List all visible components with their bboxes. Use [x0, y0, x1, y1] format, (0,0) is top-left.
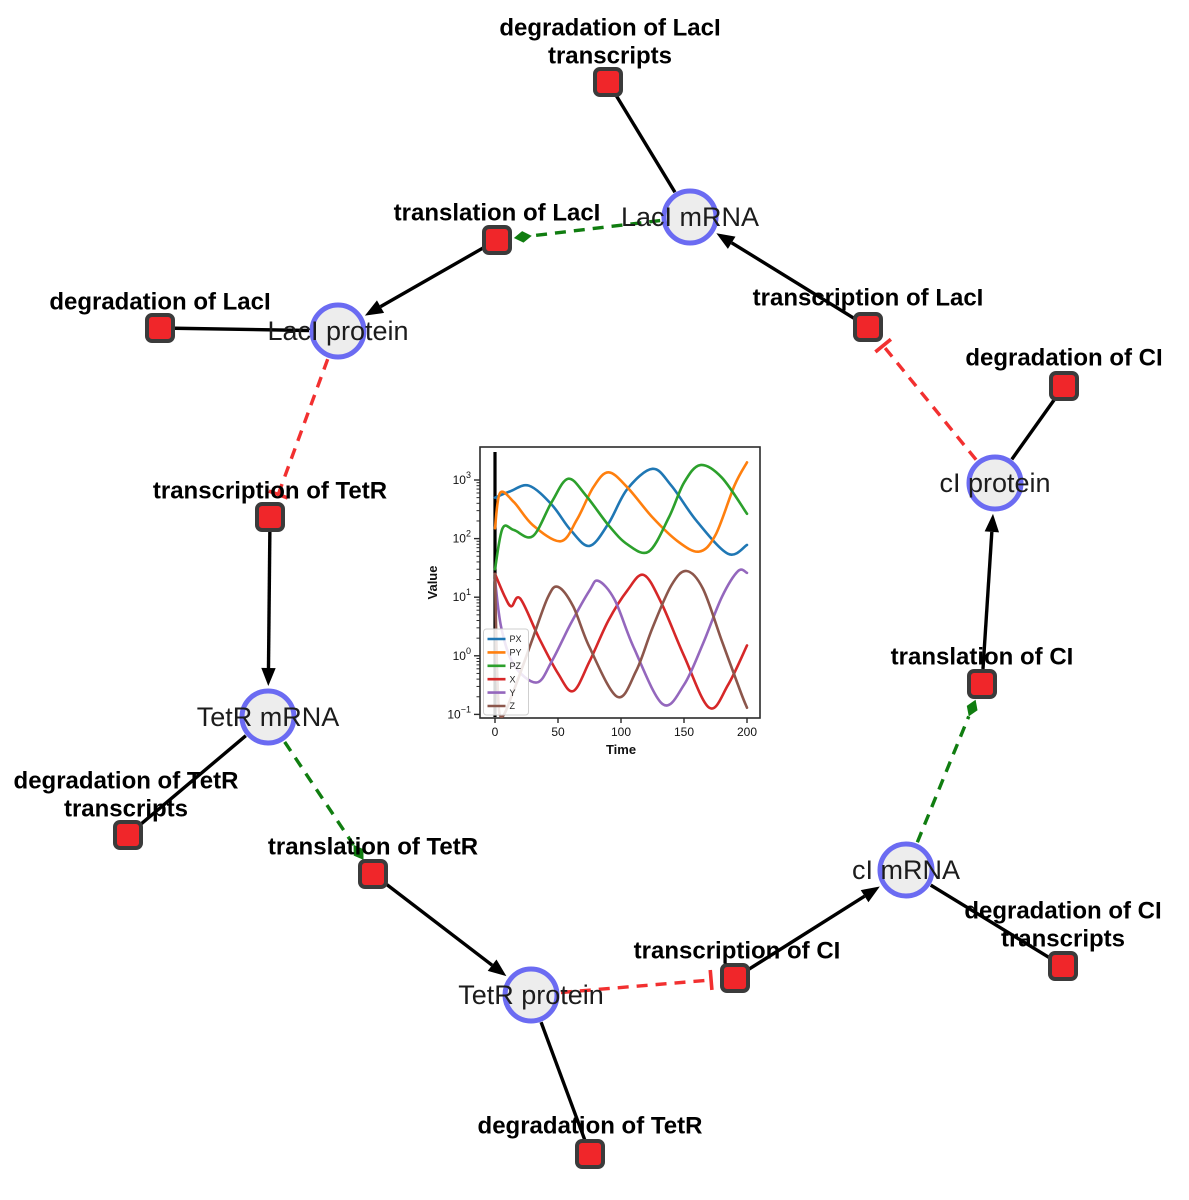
edge-line-deg-laci-transcripts-to-laci-mrna	[614, 93, 677, 194]
species-node-laci-protein	[309, 302, 367, 360]
reaction-label-deg-laci: degradation of LacI	[49, 289, 270, 316]
edge-arrow-transcription-ci-to-ci-mrna	[746, 886, 880, 972]
edge-line-deg-tetr-to-tetr-protein	[539, 1021, 587, 1141]
edge-inhibition-tetr-protein-to-transcription-ci	[560, 969, 714, 995]
reaction-label-deg-tetr: degradation of TetR	[478, 1113, 703, 1140]
species-label-laci-mrna: LacI mRNA	[621, 202, 759, 232]
x-tick-label-100: 100	[611, 725, 631, 739]
labels-layer: LacI mRNA LacI protein TetR mRNA TetR prote…	[14, 15, 1163, 1140]
reaction-label-deg-tetr-transcripts-line1: degradation of TetR	[14, 768, 239, 795]
reaction-label-deg-laci-transcripts-line1: degradation of LacI	[499, 15, 720, 42]
edge-arrow-transcription-tetr-to-tetr-mrna	[261, 531, 276, 687]
reaction-node-translation-tetr	[358, 859, 388, 889]
reaction-label-transcription-tetr: transcription of TetR	[153, 478, 387, 505]
y-tick-label-1e-1: 10−1	[447, 704, 471, 721]
reaction-label-deg-laci-transcripts-line2: transcripts	[548, 43, 672, 70]
species-label-tetr-mrna: TetR mRNA	[197, 702, 340, 732]
edge-arrow-translation-laci-to-laci-protein	[364, 245, 485, 316]
species-label-tetr-protein: TetR protein	[458, 980, 604, 1010]
nodes-layer	[113, 67, 1079, 1169]
reaction-label-deg-ci-transcripts-line2: transcripts	[1001, 926, 1125, 953]
y-axis-title: Value	[425, 566, 440, 600]
reaction-label-transcription-laci: transcription of LacI	[753, 285, 984, 312]
legend-label-PZ: PZ	[510, 661, 522, 671]
legend-label-X: X	[510, 674, 516, 684]
reaction-node-transcription-ci	[720, 963, 750, 993]
edge-line-deg-laci-to-laci-protein	[174, 326, 310, 333]
edge-modifier-ci-mrna-to-translation-ci	[915, 699, 978, 843]
reaction-node-deg-ci-transcripts	[1048, 951, 1078, 981]
reaction-node-deg-ci	[1049, 371, 1079, 401]
species-node-ci-mrna	[877, 841, 935, 899]
reaction-label-transcription-ci: transcription of CI	[634, 938, 841, 965]
reaction-node-transcription-laci	[853, 312, 883, 342]
species-label-laci-protein: LacI protein	[267, 316, 408, 346]
chart-legend-box	[483, 628, 529, 716]
reaction-label-deg-ci: degradation of CI	[965, 345, 1162, 372]
reaction-label-translation-tetr: translation of TetR	[268, 834, 478, 861]
species-label-ci-mrna: cI mRNA	[852, 855, 960, 885]
reaction-node-deg-laci-transcripts	[593, 67, 623, 97]
edge-modifier-laci-mrna-to-translation-laci	[513, 218, 661, 243]
legend-label-Y: Y	[510, 688, 516, 698]
edge-line-deg-tetr-transcripts-to-tetr-mrna	[138, 734, 247, 827]
chart-series-PZ	[493, 463, 749, 571]
reaction-label-translation-ci: translation of CI	[891, 644, 1074, 671]
legend-label-PY: PY	[510, 648, 522, 658]
reaction-node-translation-laci	[482, 225, 512, 255]
x-tick-label-200: 200	[737, 725, 757, 739]
species-label-ci-protein: cI protein	[939, 468, 1050, 498]
reaction-label-translation-laci: translation of LacI	[394, 200, 601, 227]
species-node-laci-mrna	[661, 188, 719, 246]
reaction-node-transcription-tetr	[255, 502, 285, 532]
x-tick-label-0: 0	[492, 725, 499, 739]
edge-inhibition-ci-protein-to-transcription-laci	[874, 337, 978, 461]
species-node-tetr-mrna	[239, 688, 297, 746]
edges-layer	[138, 93, 1057, 1141]
edge-modifier-tetr-mrna-to-translation-tetr	[283, 740, 364, 860]
edge-arrow-transcription-laci-to-laci-mrna	[716, 233, 857, 321]
reaction-node-deg-tetr-transcripts	[113, 820, 143, 850]
chart-series-X	[493, 572, 749, 710]
species-node-ci-protein	[966, 454, 1024, 512]
y-tick-label-1e2: 102	[453, 529, 471, 546]
reaction-node-deg-laci	[145, 313, 175, 343]
x-tick-label-150: 150	[674, 725, 694, 739]
y-tick-label-1e1: 101	[453, 587, 471, 604]
x-axis-title: Time	[606, 742, 636, 757]
edge-line-deg-ci-to-ci-protein	[1010, 397, 1057, 461]
reaction-label-deg-tetr-transcripts-line2: transcripts	[64, 796, 188, 823]
reaction-label-deg-ci-transcripts-line1: degradation of CI	[964, 898, 1161, 925]
timeseries-inset-plot: 0 50 100 150 200 Time 10−1 100 101 102 103 Value PX P…	[425, 446, 761, 757]
y-tick-label-1e3: 103	[453, 470, 471, 487]
edge-arrow-translation-tetr-to-tetr-protein	[383, 881, 507, 977]
chart-series-PY	[493, 461, 749, 553]
reaction-node-translation-ci	[967, 669, 997, 699]
edge-arrow-translation-ci-to-ci-protein	[981, 513, 1000, 670]
x-tick-label-50: 50	[551, 725, 565, 739]
edge-line-deg-ci-transcripts-to-ci-mrna	[929, 883, 1052, 960]
species-node-tetr-protein	[502, 966, 560, 1024]
reaction-node-deg-tetr	[575, 1139, 605, 1169]
legend-label-PX: PX	[510, 634, 522, 644]
edge-inhibition-laci-protein-to-transcription-tetr	[268, 358, 330, 500]
y-tick-label-1e0: 100	[453, 646, 471, 663]
legend-label-Z: Z	[510, 701, 516, 711]
